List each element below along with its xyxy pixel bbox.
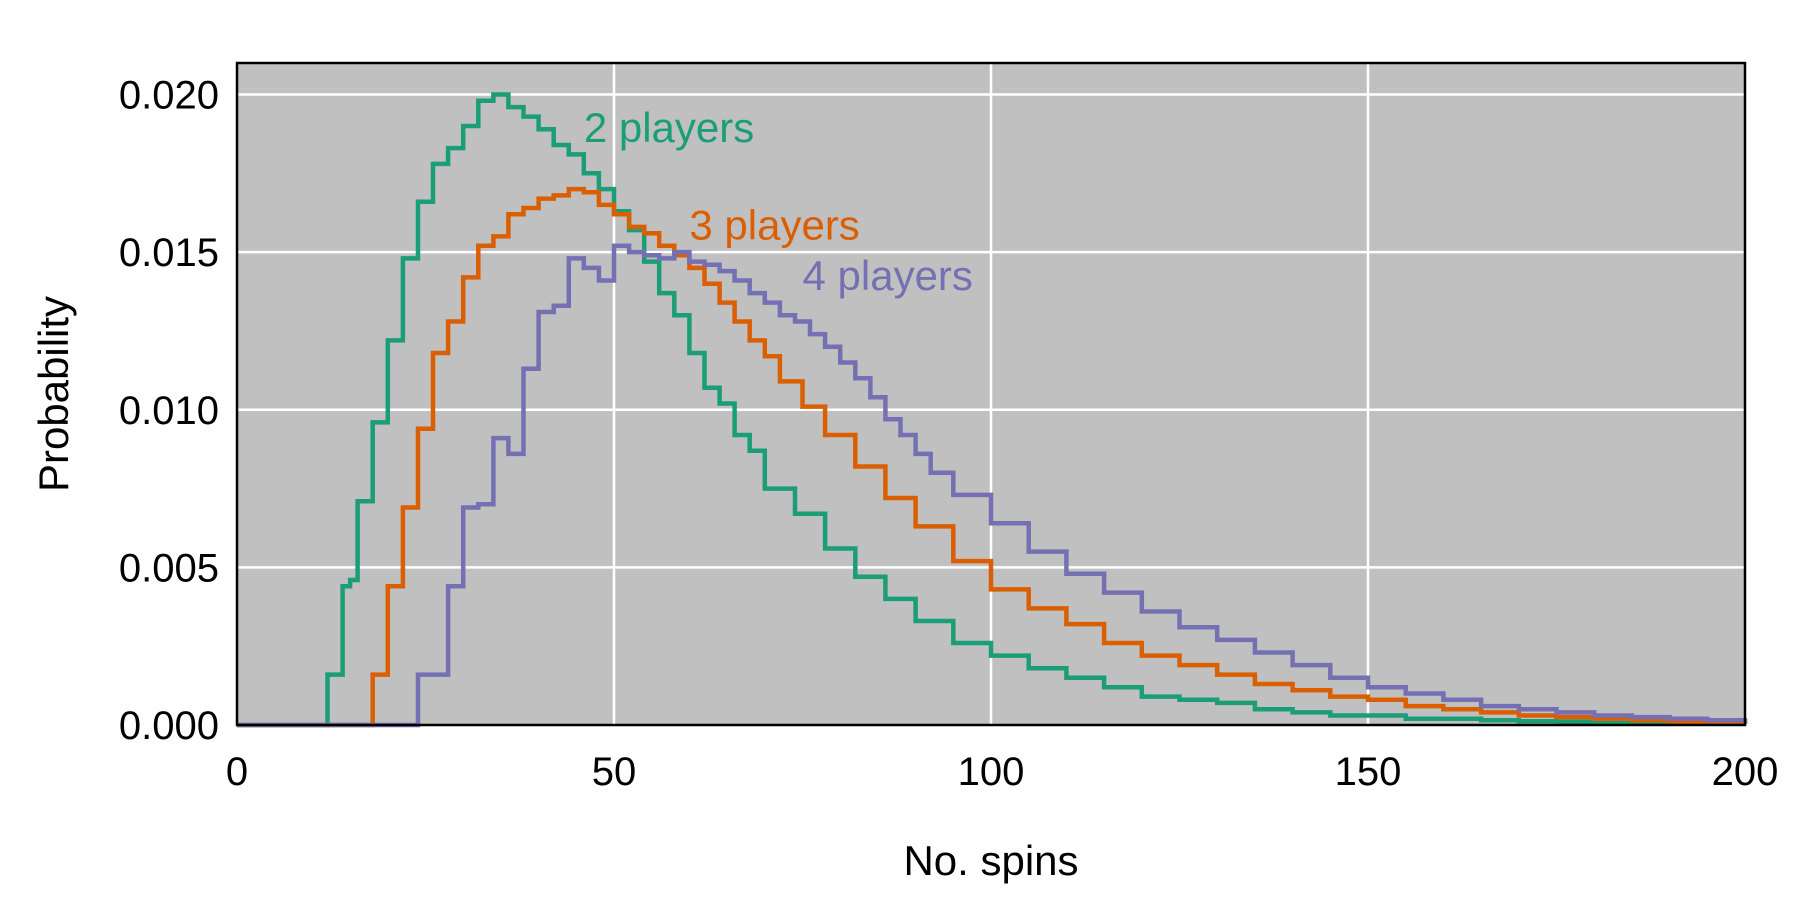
y-axis-title: Probability (30, 296, 77, 492)
series-line-2-players-3 (237, 186, 1748, 728)
x-tick-label-0: 0 (226, 750, 248, 794)
y-tick-label-4: 0.020 (119, 74, 219, 118)
x-axis-title: No. spins (903, 837, 1078, 884)
y-tick-label-3: 0.015 (119, 231, 219, 275)
series-line-1-players-2 (237, 92, 1748, 728)
x-tick-label-1: 50 (592, 750, 637, 794)
x-tick-label-4: 200 (1712, 750, 1779, 794)
series-line-3-players-4 (237, 243, 1748, 728)
y-tick-label-2: 0.010 (119, 389, 219, 433)
y-tick-label-1: 0.005 (119, 546, 219, 590)
series-label-1: 2 players (584, 104, 754, 151)
series-label-3: 4 players (803, 252, 973, 299)
y-axis-ticks: 0.000 0.005 0.010 0.015 0.020 (119, 74, 219, 748)
x-axis-ticks: 0 50 100 150 200 (226, 750, 1779, 794)
y-tick-label-0: 0.000 (119, 704, 219, 748)
x-tick-label-2: 100 (958, 750, 1025, 794)
x-tick-label-3: 150 (1335, 750, 1402, 794)
plot-frame (235, 61, 1747, 727)
series-label-2: 3 players (689, 202, 859, 249)
series-group (237, 92, 1748, 728)
